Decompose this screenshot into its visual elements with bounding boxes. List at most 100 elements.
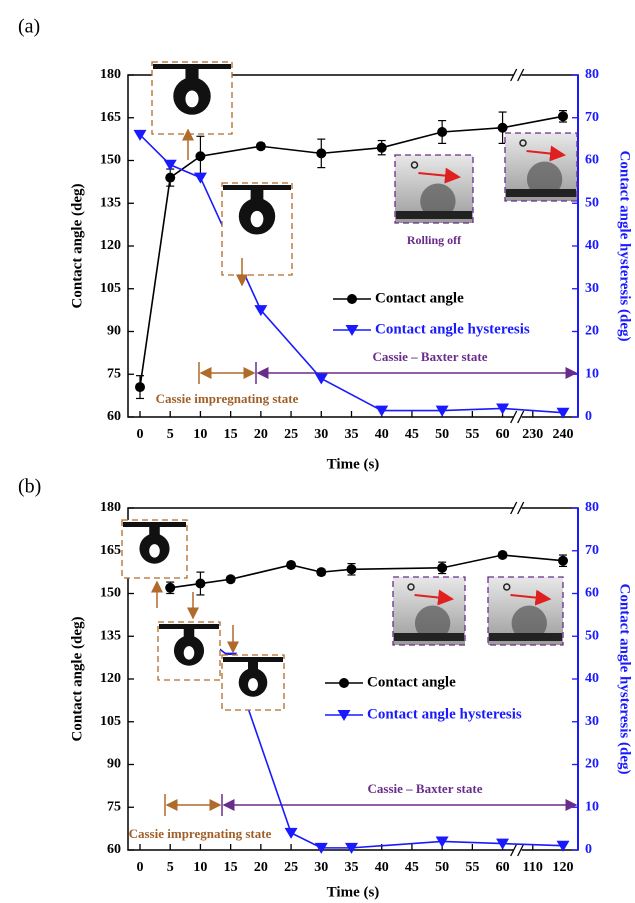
substrate: [394, 633, 464, 641]
y-axis-label: Contact angle (deg): [69, 617, 85, 742]
data-point: [314, 842, 328, 854]
y-tick-label: 105: [100, 714, 121, 729]
axis-break: [510, 501, 518, 515]
data-point: [286, 560, 297, 570]
data-point: [165, 582, 176, 593]
y2-tick-label: 20: [585, 757, 599, 772]
legend-label: Contact angle: [367, 674, 456, 690]
x-tick-label: 60: [496, 860, 510, 875]
needle-tip: [407, 583, 415, 591]
x-tick-label: 0: [137, 427, 144, 442]
droplet: [420, 183, 456, 219]
y-tick-label: 165: [100, 543, 121, 558]
x-tick-label: 25: [284, 427, 298, 442]
substrate: [223, 657, 283, 662]
droplet: [414, 605, 451, 641]
x-tick-label: 120: [553, 860, 574, 875]
x-tick-label: 50: [435, 860, 449, 875]
substrate: [489, 633, 562, 641]
y2-tick-label: 30: [585, 714, 599, 729]
legend-marker: [345, 325, 359, 336]
substrate: [396, 211, 472, 219]
data-point: [195, 578, 206, 589]
y-axis-label: Contact angle (deg): [69, 184, 85, 309]
x-tick-label: 45: [405, 427, 419, 442]
substrate: [159, 624, 219, 629]
droplet-highlight: [247, 678, 259, 692]
y-tick-label: 120: [100, 671, 121, 686]
data-point: [254, 305, 268, 317]
data-point: [496, 838, 510, 850]
data-point: [437, 127, 448, 137]
x-tick-label: 30: [314, 860, 328, 875]
y-tick-label: 105: [100, 281, 121, 296]
x-tick-label: 15: [224, 860, 238, 875]
droplet-neck: [183, 628, 195, 638]
data-point: [225, 574, 236, 585]
legend-label: Contact angle hysteresis: [367, 706, 522, 722]
annotation: Cassie – Baxter state: [368, 781, 483, 796]
data-point: [435, 836, 449, 848]
y-tick-label: 120: [100, 238, 121, 253]
annotation: Rolling off: [407, 233, 462, 247]
axis-break: [517, 843, 525, 857]
y-tick-label: 150: [100, 153, 121, 168]
x-tick-label: 35: [345, 860, 359, 875]
x-tick-label: 40: [375, 427, 389, 442]
y2-tick-label: 80: [585, 67, 599, 82]
x-tick-label: 55: [465, 427, 479, 442]
x-tick-label: 0: [137, 860, 144, 875]
motion-arrow: [418, 167, 461, 184]
y2-tick-label: 60: [585, 586, 599, 601]
substrate: [153, 64, 231, 69]
x-axis-label: Time (s): [327, 884, 380, 900]
data-point: [255, 141, 266, 152]
y2-tick-label: 80: [585, 500, 599, 515]
y-tick-label: 150: [100, 586, 121, 601]
x-tick-label: 240: [553, 427, 574, 442]
y2-tick-label: 10: [585, 366, 599, 381]
x-tick-label: 5: [167, 860, 174, 875]
motion-arrow: [526, 145, 567, 162]
droplet-neck: [250, 189, 264, 200]
data-point: [345, 842, 358, 854]
x-tick-label: 50: [435, 427, 449, 442]
y2-tick-label: 50: [585, 628, 599, 643]
axis-break-gap: [513, 414, 522, 420]
x-tick-label: 110: [523, 860, 543, 875]
y2-tick-label: 70: [585, 110, 599, 125]
y2-tick-label: 60: [585, 153, 599, 168]
y2-tick-label: 20: [585, 324, 599, 339]
y2-axis-label: Contact angle hysteresis (deg): [617, 584, 633, 775]
legend-marker: [347, 294, 357, 304]
y2-tick-label: 50: [585, 195, 599, 210]
axis-break: [510, 843, 518, 857]
needle-tip: [519, 139, 527, 147]
data-point: [497, 122, 508, 133]
data-point: [496, 403, 510, 415]
x-tick-label: 45: [405, 860, 419, 875]
data-point: [165, 172, 176, 183]
data-point: [133, 129, 147, 141]
x-tick-label: 30: [314, 427, 328, 442]
data-point: [437, 562, 448, 573]
x-tick-label: 10: [193, 860, 207, 875]
y2-tick-label: 40: [585, 671, 599, 686]
motion-arrow: [414, 589, 455, 606]
annotation: Cassie impregnating state: [129, 826, 272, 841]
y-tick-label: 75: [107, 799, 121, 814]
x-tick-label: 35: [345, 427, 359, 442]
y2-tick-label: 0: [585, 409, 592, 424]
y-tick-label: 60: [107, 409, 121, 424]
y-tick-label: 180: [100, 500, 121, 515]
data-point: [195, 151, 206, 162]
droplet-neck: [185, 68, 199, 80]
annotation: Cassie – Baxter state: [373, 349, 488, 364]
y2-tick-label: 30: [585, 281, 599, 296]
y-tick-label: 75: [107, 366, 121, 381]
x-tick-label: 55: [465, 860, 479, 875]
y2-axis-label: Contact angle hysteresis (deg): [617, 151, 633, 342]
data-point: [316, 567, 327, 578]
panel-label: (b): [18, 476, 41, 498]
y2-tick-label: 70: [585, 543, 599, 558]
